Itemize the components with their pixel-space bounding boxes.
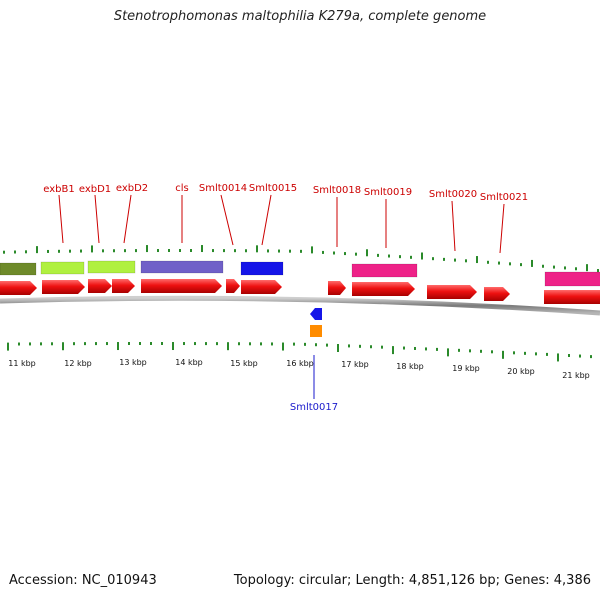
cds-arrow[interactable]: [141, 279, 222, 293]
gene-label[interactable]: exbB1: [43, 184, 74, 195]
backbone-arc: [0, 295, 600, 316]
kbp-axis-label: 15 kbp: [230, 359, 258, 368]
label-leader-line: [499, 203, 505, 254]
reverse-feature-block[interactable]: [310, 325, 322, 337]
cds-arrows: [0, 279, 600, 304]
kbp-axis-label: 21 kbp: [562, 371, 590, 380]
map-title: Stenotrophomonas maltophilia K279a, comp…: [113, 9, 487, 24]
lower-scale-ticks: [7, 342, 592, 362]
upper-scale-ticks: [3, 245, 599, 273]
kbp-axis-label: 16 kbp: [286, 359, 314, 368]
label-leader-line: [94, 194, 100, 244]
cds-arrow[interactable]: [328, 281, 346, 295]
gene-label[interactable]: Smlt0015: [249, 183, 297, 194]
feature-block[interactable]: [544, 271, 600, 287]
kbp-axis-label: 20 kbp: [507, 367, 535, 376]
feature-block[interactable]: [351, 263, 418, 278]
gene-label[interactable]: Smlt0020: [429, 189, 477, 200]
label-leader-line: [58, 194, 64, 244]
cds-arrow[interactable]: [42, 280, 85, 294]
gene-label[interactable]: cls: [175, 183, 189, 194]
kbp-axis-label: 11 kbp: [8, 359, 36, 368]
gene-labels: exbB1 exbD1 exbD2 cls Smlt0014 Smlt0015 Smlt00…: [43, 183, 528, 413]
gene-label[interactable]: Smlt0014: [199, 183, 247, 194]
kbp-axis-label: 17 kbp: [341, 360, 369, 369]
label-leader-line: [261, 194, 272, 246]
cds-arrow[interactable]: [88, 279, 112, 293]
gene-label[interactable]: Smlt0019: [364, 187, 412, 198]
label-leader-line: [451, 200, 456, 252]
cds-arrow[interactable]: [427, 285, 477, 299]
feature-block[interactable]: [87, 260, 136, 274]
feature-block[interactable]: [140, 260, 224, 274]
cds-arrow[interactable]: [484, 287, 510, 301]
label-leader-line: [220, 194, 234, 246]
accession-text: Accession: NC_010943: [9, 573, 157, 588]
gene-label[interactable]: exbD2: [116, 183, 148, 194]
cds-arrow[interactable]: [544, 290, 600, 304]
gene-label[interactable]: Smlt0017: [290, 402, 338, 413]
kbp-axis-label: 19 kbp: [452, 364, 480, 373]
kbp-axis-label: 12 kbp: [64, 359, 92, 368]
gene-label[interactable]: Smlt0021: [480, 192, 528, 203]
label-leader-line: [123, 194, 132, 244]
kbp-axis-label: 18 kbp: [396, 362, 424, 371]
cds-arrow[interactable]: [112, 279, 135, 293]
kbp-axis-label: 13 kbp: [119, 358, 147, 367]
cds-arrow[interactable]: [241, 280, 282, 294]
cds-arrow[interactable]: [226, 279, 240, 293]
feature-block[interactable]: [40, 261, 85, 275]
kbp-axis-labels: 11 kbp 12 kbp 13 kbp 14 kbp 15 kbp 16 kbp 17 k…: [8, 358, 590, 380]
gene-label[interactable]: Smlt0018: [313, 185, 361, 196]
reverse-cds-arrow[interactable]: [310, 308, 322, 320]
cds-arrow[interactable]: [352, 282, 415, 296]
feature-blocks: [0, 260, 600, 287]
feature-block[interactable]: [0, 262, 37, 276]
kbp-axis-label: 14 kbp: [175, 358, 203, 367]
gene-label[interactable]: exbD1: [79, 184, 111, 195]
cds-arrow[interactable]: [0, 281, 37, 295]
feature-block[interactable]: [240, 261, 284, 276]
genome-stats-text: Topology: circular; Length: 4,851,126 bp…: [233, 573, 591, 588]
